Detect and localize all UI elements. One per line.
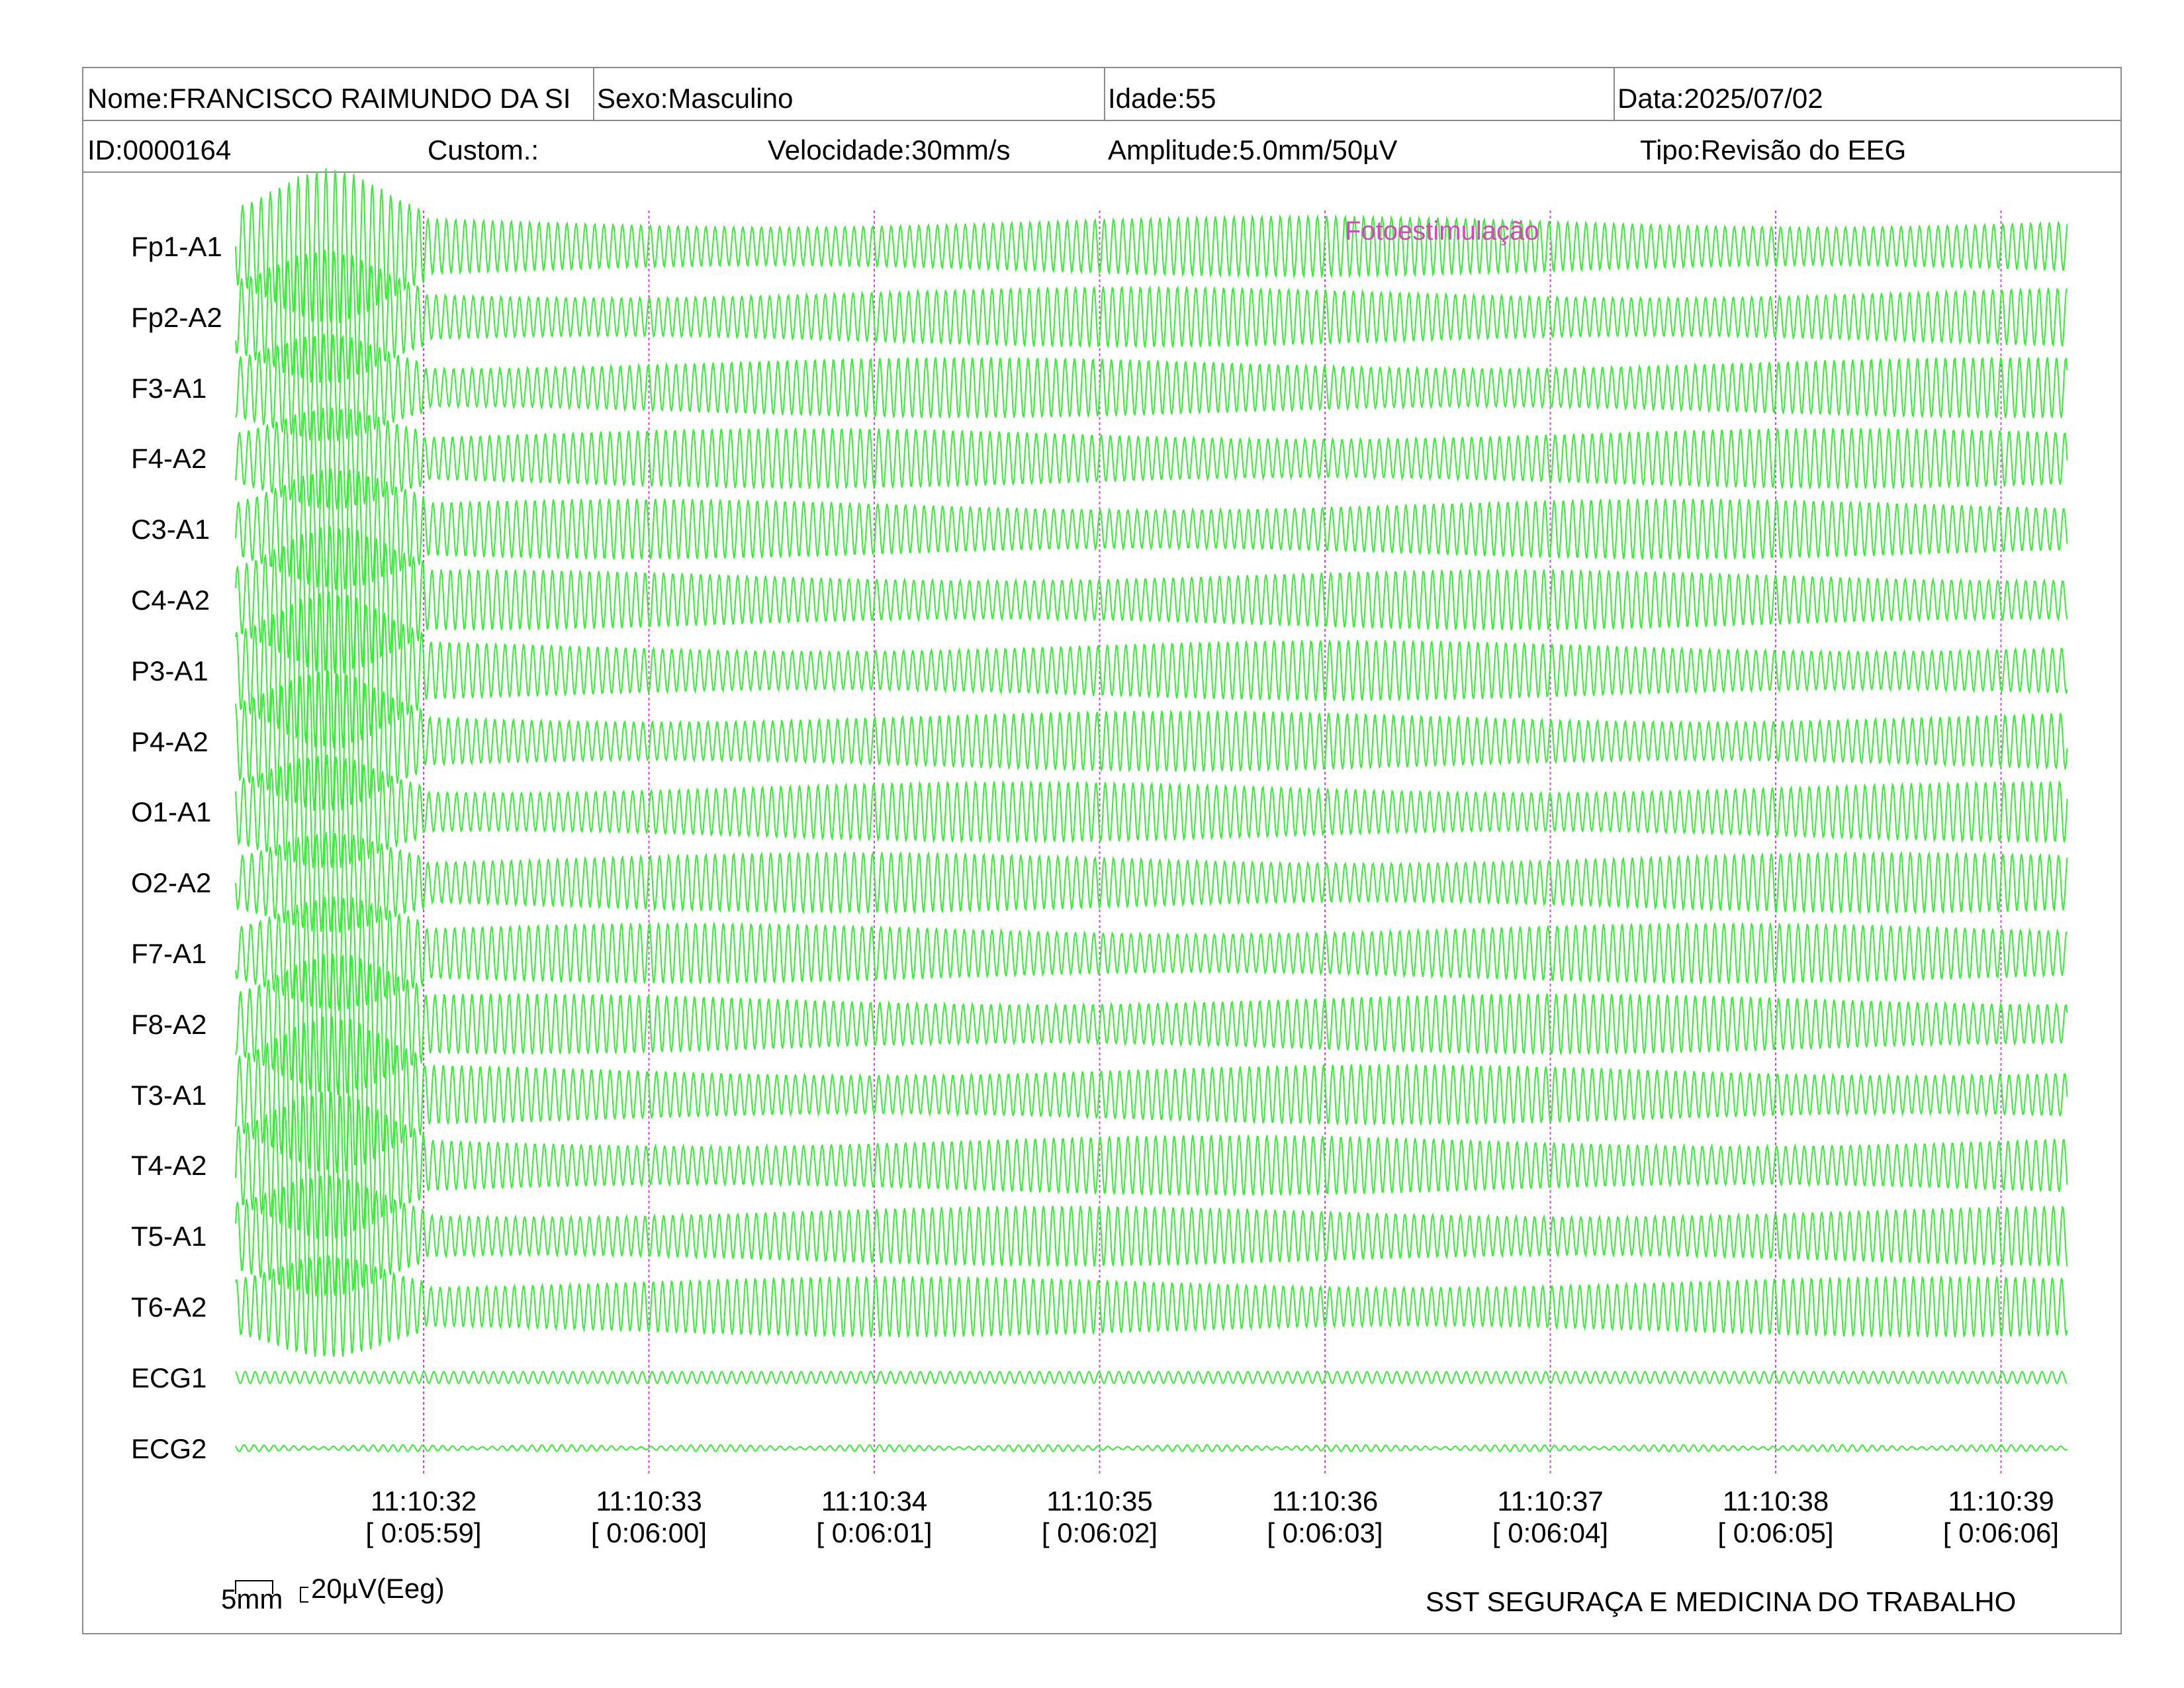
time-tick-label: 11:10:37[ 0:06:04] — [1465, 1485, 1637, 1549]
time-tick-elapsed: [ 0:06:00] — [590, 1517, 707, 1548]
time-tick-clock: 11:10:38 — [1722, 1485, 1829, 1517]
time-tick-elapsed: [ 0:05:59] — [365, 1517, 482, 1548]
time-tick-label: 11:10:34[ 0:06:01] — [788, 1485, 960, 1549]
time-tick-clock: 11:10:33 — [596, 1485, 702, 1517]
channel-label-ecg2: ECG2 — [131, 1432, 207, 1464]
time-tick-label: 11:10:32[ 0:05:59] — [338, 1485, 510, 1549]
channel-label-f3-a1: F3-A1 — [131, 372, 207, 404]
time-tick-elapsed: [ 0:06:01] — [816, 1517, 933, 1548]
header-divider — [82, 171, 2122, 173]
header-cell-divider — [593, 67, 594, 120]
time-tick-elapsed: [ 0:06:03] — [1267, 1517, 1383, 1548]
trace-c3-a1 — [235, 468, 2068, 590]
trace-ecg2 — [235, 1444, 2068, 1452]
time-tick-clock: 11:10:34 — [821, 1485, 928, 1517]
time-tick-clock: 11:10:39 — [1948, 1485, 2054, 1517]
header-divider — [82, 120, 2122, 121]
trace-p4-a2 — [235, 670, 2068, 811]
patient-id: ID:0000164 — [87, 136, 232, 164]
time-tick-clock: 11:10:37 — [1497, 1485, 1604, 1517]
trace-f7-a1 — [235, 896, 2068, 1011]
channel-label-t6-a2: T6-A2 — [131, 1291, 207, 1323]
time-tick-clock: 11:10:35 — [1046, 1485, 1153, 1517]
time-tick-label: 11:10:39[ 0:06:06] — [1915, 1485, 2087, 1549]
patient-sex: Sexo:Masculino — [597, 85, 794, 113]
amplitude-setting: Amplitude:5.0mm/50µV — [1108, 136, 1398, 164]
trace-c4-a2 — [235, 526, 2068, 674]
header-cell-divider — [1614, 67, 1615, 120]
trace-f4-a2 — [235, 407, 2068, 510]
time-tick-label: 11:10:33[ 0:06:00] — [563, 1485, 735, 1549]
header-cell-divider — [1104, 67, 1105, 120]
exam-date: Data:2025/07/02 — [1617, 85, 1823, 113]
time-scale-label: 5mm — [221, 1583, 283, 1615]
time-tick-label: 11:10:38[ 0:06:05] — [1690, 1485, 1862, 1549]
channel-label-p4-a2: P4-A2 — [131, 726, 208, 757]
channel-label-p3-a1: P3-A1 — [131, 655, 208, 686]
channel-label-ecg1: ECG1 — [131, 1362, 207, 1393]
amplitude-scale-label: 20µV(Eeg) — [311, 1573, 445, 1604]
channel-label-t4-a2: T4-A2 — [131, 1150, 207, 1182]
channel-label-c3-a1: C3-A1 — [131, 514, 210, 545]
trace-fp2-a2 — [235, 250, 2068, 383]
time-tick-clock: 11:10:32 — [370, 1485, 477, 1517]
trace-p3-a1 — [235, 591, 2068, 749]
channel-label-o1-a1: O1-A1 — [131, 796, 212, 828]
speed-setting: Velocidade:30mm/s — [768, 136, 1011, 164]
company-name: SST SEGURAÇA E MEDICINA DO TRABALHO — [1426, 1586, 2017, 1617]
trace-t4-a2 — [235, 1091, 2068, 1239]
channel-label-f4-a2: F4-A2 — [131, 443, 207, 475]
time-tick-label: 11:10:36[ 0:06:03] — [1239, 1485, 1411, 1549]
trace-o1-a1 — [235, 754, 2068, 868]
channel-label-c4-a2: C4-A2 — [131, 585, 210, 616]
time-tick-elapsed: [ 0:06:04] — [1492, 1517, 1609, 1548]
time-tick-elapsed: [ 0:06:02] — [1041, 1517, 1158, 1548]
channel-label-t3-a1: T3-A1 — [131, 1079, 207, 1111]
channel-label-f7-a1: F7-A1 — [131, 938, 207, 969]
time-tick-clock: 11:10:36 — [1271, 1485, 1379, 1517]
scale-bar — [235, 1580, 308, 1603]
trace-f3-a1 — [235, 333, 2068, 442]
patient-name: Nome:FRANCISCO RAIMUNDO DA SI — [87, 85, 571, 113]
exam-type: Tipo:Revisão do EEG — [1640, 136, 1907, 164]
channel-label-t5-a1: T5-A1 — [131, 1221, 207, 1252]
photostimulation-annotation: Fotoestimulação — [1345, 216, 1539, 246]
trace-t5-a1 — [235, 1175, 2068, 1297]
time-tick-label: 11:10:35[ 0:06:02] — [1014, 1485, 1186, 1549]
time-tick-elapsed: [ 0:06:05] — [1717, 1517, 1834, 1548]
channel-label-fp1-a1: Fp1-A1 — [131, 231, 222, 262]
channel-label-fp2-a2: Fp2-A2 — [131, 301, 222, 333]
channel-label-o2-a2: O2-A2 — [131, 867, 212, 899]
custom-field: Custom.: — [428, 136, 539, 164]
trace-o2-a2 — [235, 831, 2068, 933]
trace-fp1-a1 — [235, 168, 2068, 324]
channel-label-f8-a2: F8-A2 — [131, 1008, 207, 1040]
report-frame — [82, 67, 2122, 1634]
trace-f8-a2 — [235, 953, 2068, 1095]
trace-t3-a1 — [235, 1016, 2068, 1174]
trace-ecg1 — [235, 1370, 2068, 1384]
patient-age: Idade:55 — [1108, 85, 1216, 113]
time-tick-elapsed: [ 0:06:06] — [1942, 1517, 2060, 1548]
trace-t6-a2 — [235, 1255, 2068, 1358]
